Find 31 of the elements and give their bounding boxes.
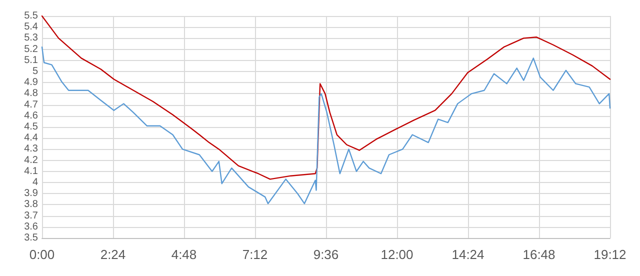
y-tick-label: 4 [32,177,38,188]
y-tick-label: 5.1 [24,54,38,66]
y-tick-label: 4.2 [24,154,38,166]
x-tick-label: 14:24 [452,247,484,262]
x-tick-label: 19:12 [594,247,626,262]
y-tick-label: 4.5 [24,122,38,132]
y-tick-label: 5.5 [24,10,38,22]
y-tick-label: 4.1 [24,166,38,177]
y-tick-label: 3.8 [24,199,38,210]
y-tick-label: 3.7 [24,210,38,222]
y-tick-label: 4.4 [24,132,38,144]
x-tick-label: 16:48 [522,247,556,262]
x-tick-label: 7:12 [242,247,268,262]
y-tick-label: 4.3 [24,144,38,155]
y-tick-label: 5.3 [24,32,38,44]
y-tick-label: 3.5 [24,232,38,244]
y-tick-label: 3.6 [24,221,38,232]
x-tick-label: 9:36 [313,247,339,262]
y-tick-label: 4.7 [24,99,38,110]
y-tick-label: 4.6 [24,110,38,122]
x-tick-label: 0:00 [29,247,55,262]
line-series [41,46,611,204]
y-tick-label: 5 [32,66,38,77]
y-tick-label: 4.8 [24,88,38,100]
y-tick-label: 3.9 [24,188,38,200]
y-tick-label: 5.2 [24,44,38,55]
y-tick-label: 4.9 [24,77,38,88]
x-tick-label: 4:48 [171,247,197,262]
x-tick-label: 12:00 [380,247,414,262]
y-tick-label: 5.4 [24,22,38,33]
x-tick-label: 2:24 [100,247,126,262]
